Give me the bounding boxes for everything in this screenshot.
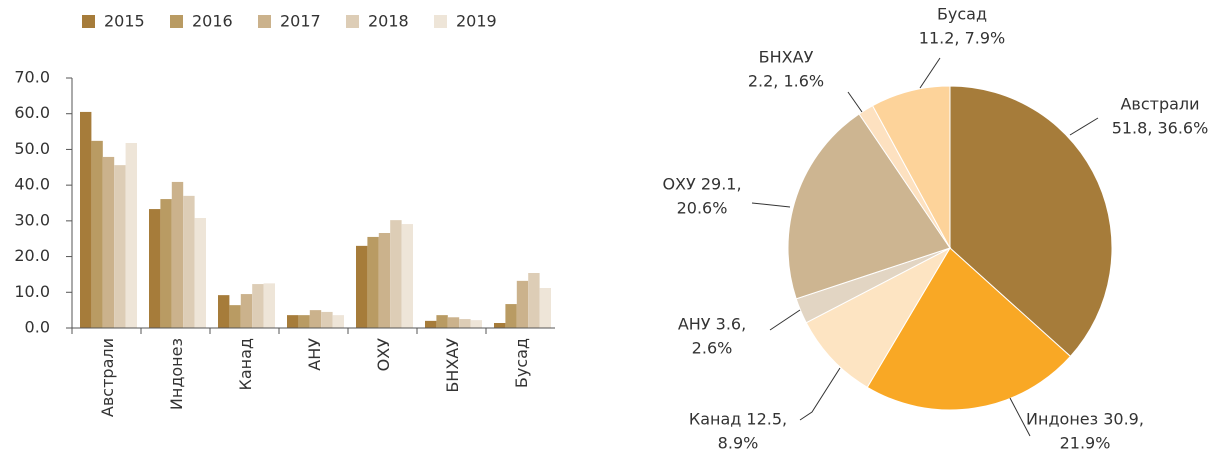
bar [494, 323, 506, 328]
pie-label: 2.6% [692, 339, 733, 358]
x-tick-label: Австрали [98, 338, 117, 417]
pie-label: АНУ 3.6, [678, 315, 746, 334]
pie-label: БНХАУ [759, 48, 814, 67]
legend-swatch [346, 15, 359, 28]
bar [194, 218, 206, 328]
bar [298, 315, 310, 328]
legend-label: 2019 [456, 12, 497, 31]
pie-slice [871, 85, 951, 249]
pie-label: Бусад [937, 5, 987, 24]
bar [356, 245, 368, 328]
x-tick-label: ОХУ [374, 338, 393, 372]
legend-swatch [434, 15, 447, 28]
pie-label: Индонез 30.9, [1026, 410, 1144, 429]
bar [252, 284, 264, 328]
bar [114, 165, 126, 328]
bar [528, 273, 540, 328]
pie-label: ОХУ 29.1, [662, 175, 741, 194]
legend-label: 2015 [104, 12, 145, 31]
bar [367, 236, 379, 328]
legend-swatch [170, 15, 183, 28]
x-tick-label: АНУ [305, 338, 324, 371]
x-tick-label: БНХАУ [443, 338, 462, 393]
bar [539, 288, 551, 328]
legend-swatch [82, 15, 95, 28]
pie-slice [805, 246, 952, 388]
bar [263, 283, 275, 328]
bar [390, 220, 402, 328]
leader-line [919, 57, 941, 89]
bar [436, 315, 448, 328]
bar [80, 111, 92, 328]
leader-line [751, 202, 791, 208]
bar [160, 199, 172, 328]
legend-swatch [258, 15, 271, 28]
x-tick-label: Бусад [512, 338, 531, 388]
legend-label: 2017 [280, 12, 321, 31]
bar [378, 233, 391, 328]
pie-label: Канад 12.5, [689, 410, 787, 429]
y-tick-label: 0.0 [25, 318, 50, 337]
leader-line [1069, 117, 1099, 136]
y-tick-label: 20.0 [14, 246, 50, 265]
pie-slice [949, 85, 1113, 358]
bar [470, 320, 482, 328]
pie-slice [787, 113, 951, 300]
bar [218, 295, 230, 328]
bar [125, 143, 137, 328]
pie-label: 21.9% [1060, 434, 1111, 453]
x-tick-label: Индонез [167, 338, 186, 410]
bar [309, 310, 322, 328]
leader-line [769, 309, 801, 331]
pie-label: 20.6% [677, 199, 728, 218]
legend-label: 2018 [368, 12, 409, 31]
bar [425, 320, 437, 328]
bar [240, 294, 253, 328]
bar [321, 311, 333, 328]
bar [102, 156, 115, 328]
leader-line [847, 91, 863, 113]
bar [183, 195, 195, 328]
pie-label: 51.8, 36.6% [1112, 119, 1209, 138]
bar [505, 304, 517, 328]
bar [459, 319, 471, 328]
y-tick-label: 10.0 [14, 282, 50, 301]
y-tick-label: 70.0 [14, 68, 50, 87]
y-tick-label: 50.0 [14, 139, 50, 158]
y-tick-label: 60.0 [14, 103, 50, 122]
bar [149, 209, 161, 328]
bar [516, 280, 529, 328]
bar [447, 317, 460, 328]
pie-slice [866, 247, 1072, 411]
y-tick-label: 30.0 [14, 210, 50, 229]
pie-label: 11.2, 7.9% [919, 29, 1005, 48]
bar [401, 224, 413, 328]
bar [171, 181, 184, 328]
leader-line [1009, 397, 1031, 437]
x-tick-label: Канад [236, 338, 255, 391]
bar [287, 315, 299, 328]
y-tick-label: 40.0 [14, 175, 50, 194]
pie-label: 8.9% [718, 434, 759, 453]
bar [229, 305, 241, 328]
leader-line [799, 367, 841, 421]
legend-label: 2016 [192, 12, 233, 31]
pie-label: Австрали [1120, 95, 1199, 114]
bar [91, 140, 103, 328]
pie-label: 2.2, 1.6% [748, 72, 824, 91]
bar [332, 315, 344, 328]
